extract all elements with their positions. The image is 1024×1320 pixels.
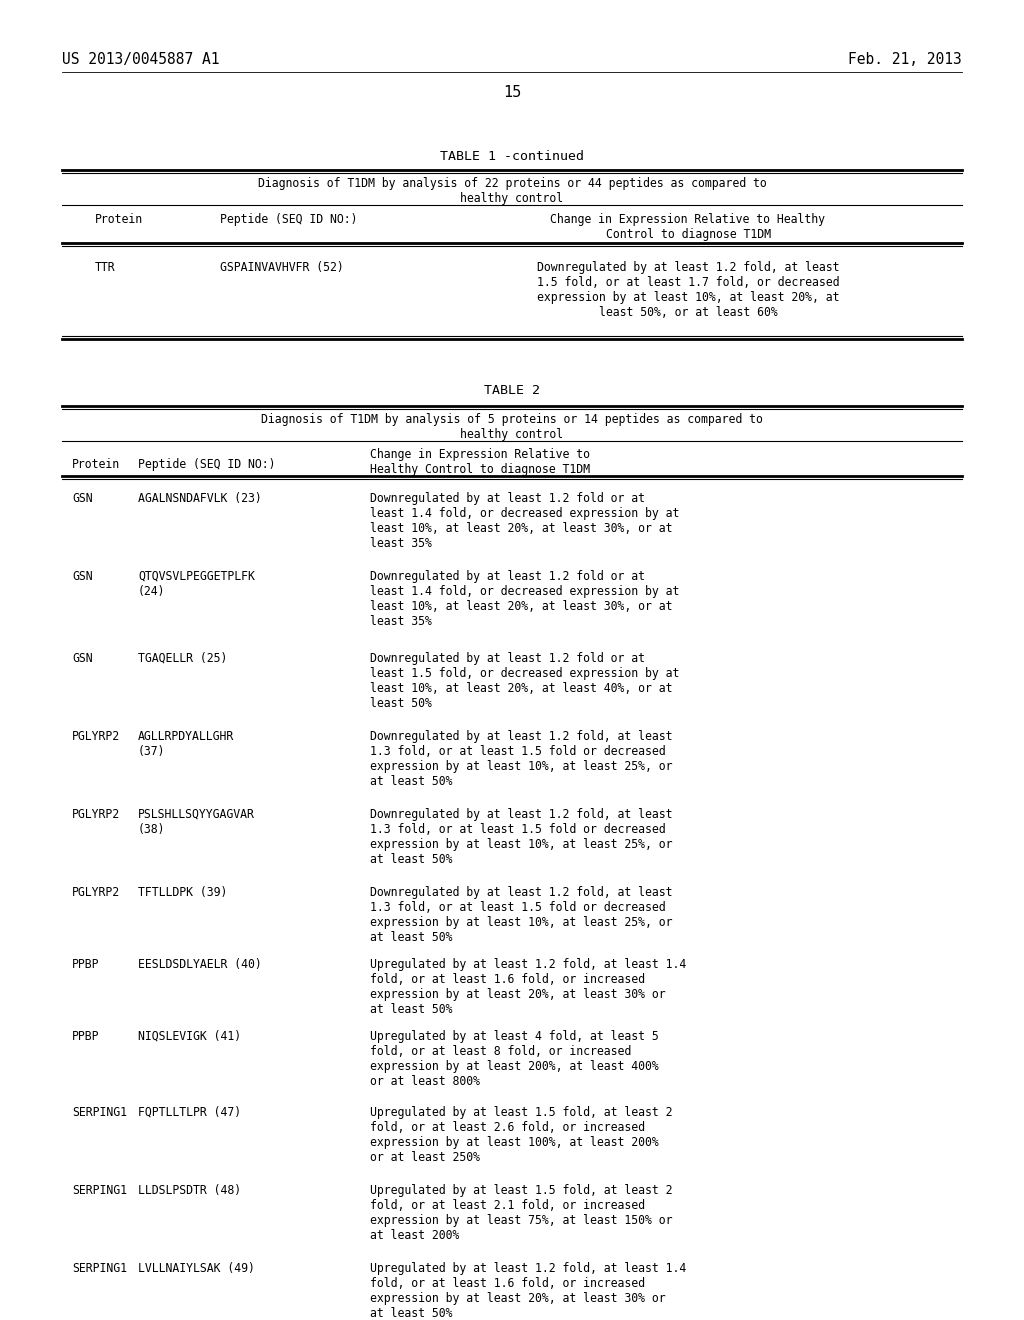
Text: Downregulated by at least 1.2 fold, at least
1.3 fold, or at least 1.5 fold or d: Downregulated by at least 1.2 fold, at l… xyxy=(370,730,673,788)
Text: GSN: GSN xyxy=(72,570,92,583)
Text: Upregulated by at least 1.5 fold, at least 2
fold, or at least 2.6 fold, or incr: Upregulated by at least 1.5 fold, at lea… xyxy=(370,1106,673,1164)
Text: US 2013/0045887 A1: US 2013/0045887 A1 xyxy=(62,51,219,67)
Text: EESLDSDLYAELR (40): EESLDSDLYAELR (40) xyxy=(138,958,262,972)
Text: Upregulated by at least 1.2 fold, at least 1.4
fold, or at least 1.6 fold, or in: Upregulated by at least 1.2 fold, at lea… xyxy=(370,958,686,1016)
Text: TGAQELLR (25): TGAQELLR (25) xyxy=(138,652,227,665)
Text: Upregulated by at least 1.5 fold, at least 2
fold, or at least 2.1 fold, or incr: Upregulated by at least 1.5 fold, at lea… xyxy=(370,1184,673,1242)
Text: Peptide (SEQ ID NO:): Peptide (SEQ ID NO:) xyxy=(138,458,275,471)
Text: GSN: GSN xyxy=(72,492,92,506)
Text: SERPING1: SERPING1 xyxy=(72,1106,127,1119)
Text: TTR: TTR xyxy=(95,261,116,275)
Text: GSN: GSN xyxy=(72,652,92,665)
Text: AGLLRPDYALLGHR
(37): AGLLRPDYALLGHR (37) xyxy=(138,730,234,758)
Text: FQPTLLTLPR (47): FQPTLLTLPR (47) xyxy=(138,1106,241,1119)
Text: LLDSLPSDTR (48): LLDSLPSDTR (48) xyxy=(138,1184,241,1197)
Text: Peptide (SEQ ID NO:): Peptide (SEQ ID NO:) xyxy=(220,213,357,226)
Text: TABLE 1 -continued: TABLE 1 -continued xyxy=(440,150,584,162)
Text: SERPING1: SERPING1 xyxy=(72,1262,127,1275)
Text: GSPAINVAVHVFR (52): GSPAINVAVHVFR (52) xyxy=(220,261,344,275)
Text: QTQVSVLPEGGETPLFK
(24): QTQVSVLPEGGETPLFK (24) xyxy=(138,570,255,598)
Text: PGLYRP2: PGLYRP2 xyxy=(72,730,120,743)
Text: SERPING1: SERPING1 xyxy=(72,1184,127,1197)
Text: 15: 15 xyxy=(503,84,521,100)
Text: Diagnosis of T1DM by analysis of 5 proteins or 14 peptides as compared to
health: Diagnosis of T1DM by analysis of 5 prote… xyxy=(261,413,763,441)
Text: Upregulated by at least 4 fold, at least 5
fold, or at least 8 fold, or increase: Upregulated by at least 4 fold, at least… xyxy=(370,1030,658,1088)
Text: Downregulated by at least 1.2 fold or at
least 1.4 fold, or decreased expression: Downregulated by at least 1.2 fold or at… xyxy=(370,570,679,628)
Text: AGALNSNDAFVLK (23): AGALNSNDAFVLK (23) xyxy=(138,492,262,506)
Text: Feb. 21, 2013: Feb. 21, 2013 xyxy=(848,51,962,67)
Text: Change in Expression Relative to
Healthy Control to diagnose T1DM: Change in Expression Relative to Healthy… xyxy=(370,447,590,477)
Text: TABLE 2: TABLE 2 xyxy=(484,384,540,397)
Text: LVLLNAIYLSAK (49): LVLLNAIYLSAK (49) xyxy=(138,1262,255,1275)
Text: PGLYRP2: PGLYRP2 xyxy=(72,886,120,899)
Text: Protein: Protein xyxy=(95,213,143,226)
Text: Downregulated by at least 1.2 fold or at
least 1.4 fold, or decreased expression: Downregulated by at least 1.2 fold or at… xyxy=(370,492,679,550)
Text: PSLSHLLSQYYGAGVAR
(38): PSLSHLLSQYYGAGVAR (38) xyxy=(138,808,255,836)
Text: Protein: Protein xyxy=(72,458,120,471)
Text: Downregulated by at least 1.2 fold, at least
1.3 fold, or at least 1.5 fold or d: Downregulated by at least 1.2 fold, at l… xyxy=(370,886,673,944)
Text: Downregulated by at least 1.2 fold or at
least 1.5 fold, or decreased expression: Downregulated by at least 1.2 fold or at… xyxy=(370,652,679,710)
Text: Downregulated by at least 1.2 fold, at least
1.5 fold, or at least 1.7 fold, or : Downregulated by at least 1.2 fold, at l… xyxy=(537,261,840,319)
Text: Diagnosis of T1DM by analysis of 22 proteins or 44 peptides as compared to
healt: Diagnosis of T1DM by analysis of 22 prot… xyxy=(258,177,766,205)
Text: Change in Expression Relative to Healthy
Control to diagnose T1DM: Change in Expression Relative to Healthy… xyxy=(551,213,825,242)
Text: PPBP: PPBP xyxy=(72,1030,99,1043)
Text: PPBP: PPBP xyxy=(72,958,99,972)
Text: NIQSLEVIGK (41): NIQSLEVIGK (41) xyxy=(138,1030,241,1043)
Text: TFTLLDPK (39): TFTLLDPK (39) xyxy=(138,886,227,899)
Text: PGLYRP2: PGLYRP2 xyxy=(72,808,120,821)
Text: Downregulated by at least 1.2 fold, at least
1.3 fold, or at least 1.5 fold or d: Downregulated by at least 1.2 fold, at l… xyxy=(370,808,673,866)
Text: Upregulated by at least 1.2 fold, at least 1.4
fold, or at least 1.6 fold, or in: Upregulated by at least 1.2 fold, at lea… xyxy=(370,1262,686,1320)
